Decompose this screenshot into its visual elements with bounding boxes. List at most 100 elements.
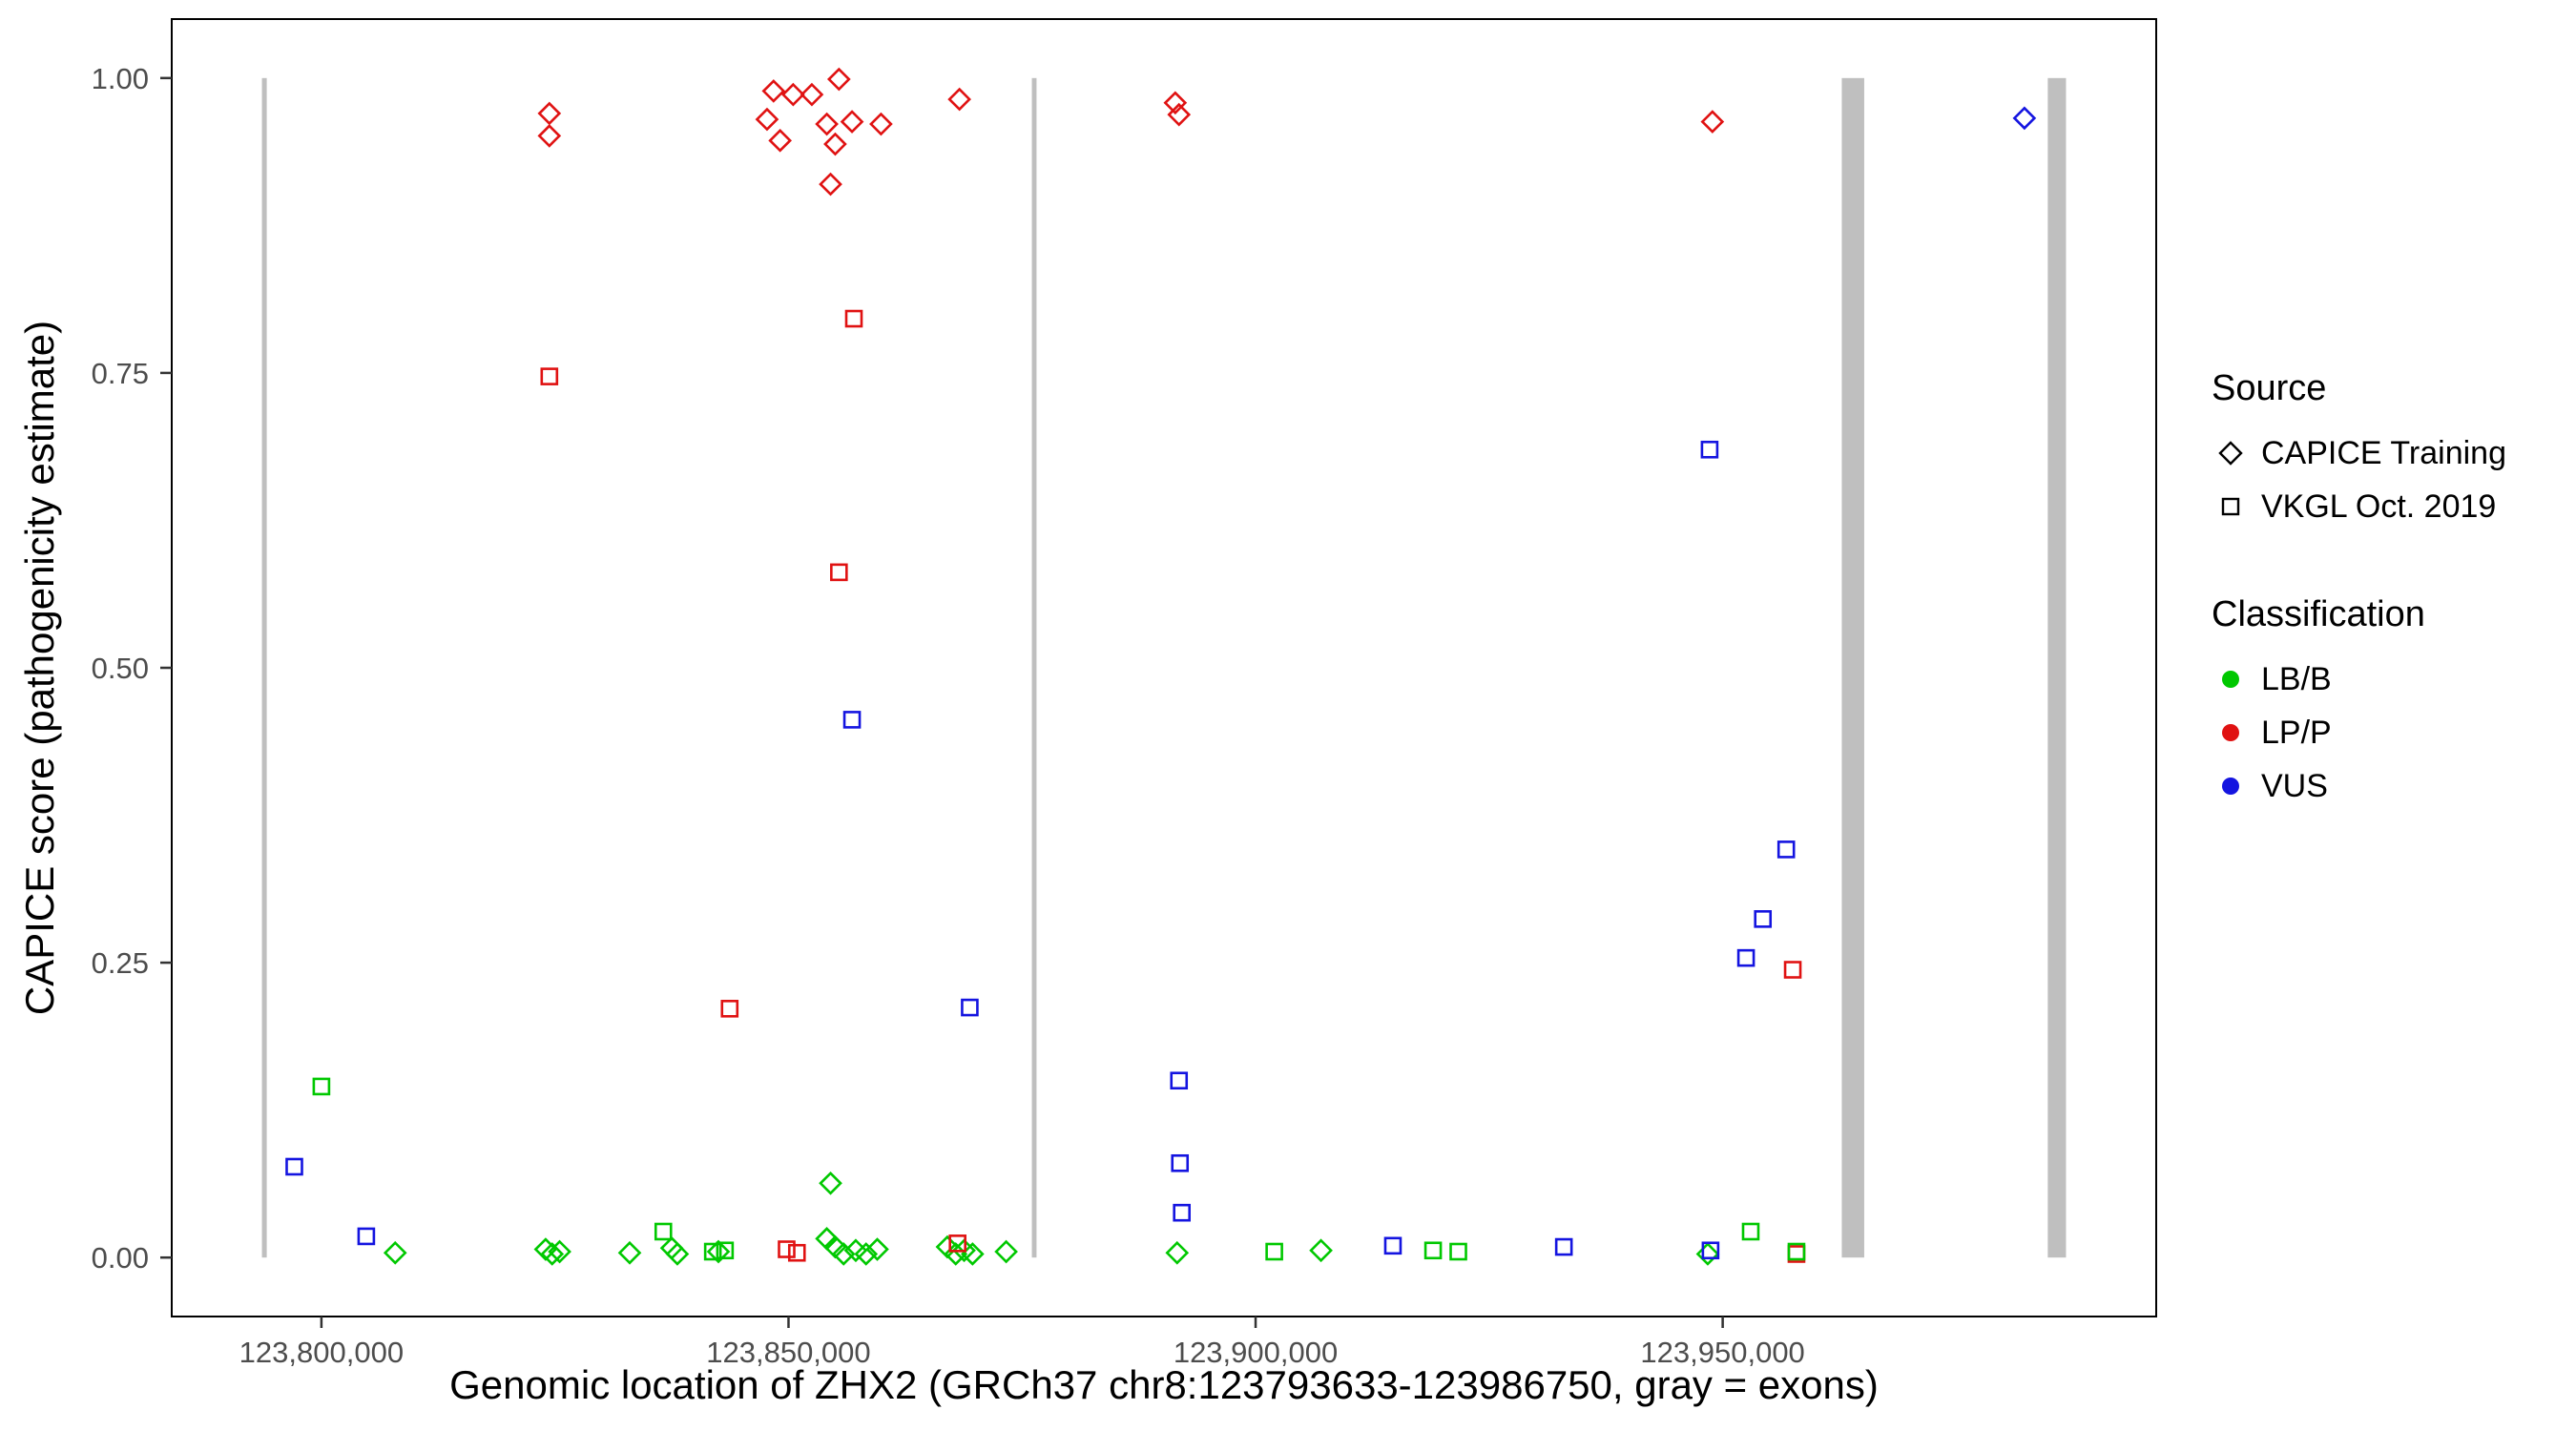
- data-point: [706, 1239, 731, 1264]
- data-point: [823, 132, 847, 156]
- data-point: [537, 101, 562, 126]
- data-point: [948, 1234, 966, 1253]
- legend-item-vus: VUS: [2212, 767, 2506, 805]
- legend-item-label: LB/B: [2261, 660, 2332, 697]
- y-tick-label: 0.50: [92, 652, 149, 685]
- data-point: [1776, 840, 1796, 859]
- x-tick-label: 123,900,000: [1174, 1336, 1338, 1369]
- data-point: [768, 129, 792, 153]
- data-point: [533, 1237, 558, 1261]
- legend: Source CAPICE Training VKGL Oct. 2019 Cla…: [2212, 368, 2506, 820]
- data-point: [1163, 91, 1188, 115]
- legend-item-label: VUS: [2261, 767, 2328, 804]
- data-point: [312, 1077, 331, 1096]
- data-point: [755, 107, 779, 132]
- data-point: [1167, 102, 1192, 127]
- plot-panel: [171, 18, 2157, 1317]
- data-point: [1741, 1222, 1760, 1241]
- circle-marker-icon: [2222, 671, 2239, 688]
- data-point: [665, 1242, 690, 1266]
- data-point: [819, 1171, 842, 1195]
- data-point: [1165, 1240, 1190, 1265]
- legend-item-label: CAPICE Training: [2261, 434, 2506, 471]
- exon-bar: [1841, 77, 1864, 1258]
- data-point: [654, 1222, 673, 1241]
- data-point: [1449, 1242, 1467, 1261]
- legend-item-lp-p: LP/P: [2212, 714, 2506, 752]
- data-point: [1171, 1153, 1190, 1172]
- x-tick-label: 123,950,000: [1640, 1336, 1804, 1369]
- legend-item-label: VKGL Oct. 2019: [2261, 487, 2497, 525]
- data-point: [537, 124, 562, 148]
- legend-item-vkgl-oct-2019: VKGL Oct. 2019: [2212, 487, 2506, 526]
- data-point: [815, 112, 839, 136]
- data-point: [761, 79, 786, 103]
- x-axis-title: Genomic location of ZHX2 (GRCh37 chr8:12…: [449, 1362, 1879, 1407]
- y-tick-label: 0.00: [92, 1241, 149, 1275]
- data-point: [854, 1242, 879, 1266]
- data-point: [1695, 1242, 1720, 1266]
- data-point: [357, 1227, 376, 1246]
- data-point: [1787, 1242, 1806, 1261]
- data-point: [781, 82, 805, 107]
- data-point: [2012, 106, 2037, 131]
- data-point: [819, 172, 842, 197]
- data-point: [617, 1240, 642, 1265]
- exon-bar: [261, 77, 267, 1258]
- data-point: [285, 1157, 303, 1176]
- square-marker-icon: [2221, 497, 2240, 516]
- data-point: [869, 112, 893, 136]
- legend-item-lb-b: LB/B: [2212, 660, 2506, 698]
- data-point: [994, 1239, 1018, 1264]
- data-point: [947, 87, 971, 112]
- legend-classification-title: Classification: [2212, 594, 2425, 634]
- y-tick-label: 1.00: [92, 62, 149, 95]
- circle-marker-icon: [2222, 778, 2239, 795]
- data-point: [1783, 961, 1802, 979]
- data-point: [842, 711, 862, 729]
- data-point: [1265, 1242, 1283, 1261]
- legend-classification-items: LB/B LP/P VUS: [2212, 660, 2506, 820]
- data-point: [961, 998, 979, 1017]
- legend-source-title: Source: [2212, 368, 2327, 408]
- exon-bar: [1031, 77, 1037, 1258]
- data-point: [830, 563, 848, 582]
- data-point: [1701, 1241, 1720, 1260]
- data-point: [1754, 910, 1773, 928]
- legend-spacer: [2212, 541, 2506, 594]
- data-point: [1700, 440, 1719, 459]
- legend-source-items: CAPICE Training VKGL Oct. 2019: [2212, 434, 2506, 541]
- data-point: [1423, 1241, 1443, 1260]
- legend-item-label: LP/P: [2261, 714, 2332, 751]
- data-point: [703, 1242, 722, 1261]
- y-axis-title: CAPICE score (pathogenicity estimate): [17, 320, 62, 1016]
- data-point: [865, 1237, 889, 1261]
- data-point: [716, 1241, 735, 1260]
- legend-item-capice-training: CAPICE Training: [2212, 434, 2506, 472]
- x-tick-label: 123,800,000: [239, 1336, 404, 1369]
- data-point: [548, 1239, 571, 1264]
- data-point: [540, 1242, 565, 1266]
- data-point: [1170, 1071, 1189, 1090]
- data-point: [1383, 1236, 1402, 1255]
- data-point: [1736, 948, 1755, 967]
- data-point: [840, 110, 864, 134]
- data-point: [1554, 1237, 1573, 1256]
- data-point: [844, 309, 863, 328]
- circle-marker-icon: [2222, 724, 2239, 741]
- data-point: [720, 1000, 739, 1018]
- data-point: [1173, 1203, 1191, 1222]
- data-point: [540, 367, 559, 385]
- data-point: [787, 1243, 806, 1262]
- data-point: [778, 1240, 796, 1258]
- data-point: [1700, 110, 1725, 134]
- y-tick-label: 0.75: [92, 357, 149, 390]
- data-point: [1309, 1238, 1333, 1263]
- data-point: [383, 1240, 407, 1265]
- diamond-marker-icon: [2218, 441, 2243, 466]
- data-point: [831, 1242, 856, 1266]
- x-tick-label: 123,850,000: [706, 1336, 870, 1369]
- data-point: [800, 82, 824, 107]
- data-point: [827, 67, 851, 92]
